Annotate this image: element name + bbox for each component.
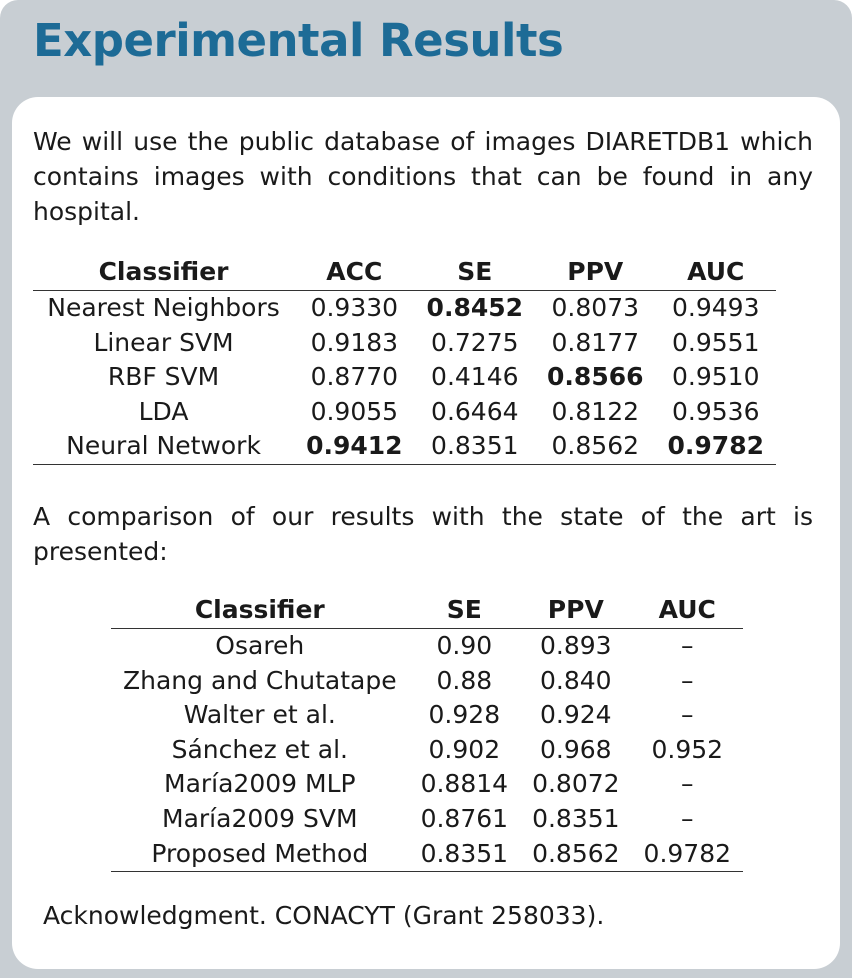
table-cell: 0.9782 [655,429,776,465]
table-body: Nearest Neighbors 0.9330 0.8452 0.8073 0… [33,291,776,465]
table-cell: 0.9782 [631,836,744,873]
acknowledgment-text: Acknowledgment. CONACYT (Grant 258033). [43,901,605,930]
classifier-results-table: Classifier ACC SE PPV AUC Nearest Neighb… [33,254,776,465]
table-cell: María2009 SVM [162,803,358,833]
comparison-paragraph: A comparison of our results with the sta… [33,502,813,566]
table-header-row: Classifier ACC SE PPV AUC [33,254,776,291]
table-cell: María2009 MLP [164,769,356,799]
table-header-cell: AUC [631,592,744,629]
table-cell: 0.8351 [408,836,521,873]
table-cell: Nearest Neighbors [47,293,280,322]
table-cell: 0.4146 [431,362,519,392]
table-cell: Sánchez et al. [171,734,348,764]
table-cell: 0.952 [651,734,724,764]
table-cell: Proposed Method [111,836,409,873]
table-cell: – [681,665,694,695]
table-cell: 0.902 [428,734,501,764]
table-cell: 0.840 [540,665,612,695]
table-cell: 0.9510 [672,362,760,392]
table-cell: Neural Network [33,429,295,465]
table-cell: – [681,700,694,730]
table-cell: 0.9055 [310,396,399,426]
table-row: Sánchez et al. 0.902 0.968 0.952 [111,733,743,768]
table-cell: – [681,631,694,660]
table-row: Neural Network 0.9412 0.8351 0.8562 0.97… [33,429,776,465]
table-cell: – [681,769,694,799]
table-cell: 0.9330 [310,293,399,322]
table-header-cell: Classifier [111,592,409,629]
table-cell: Zhang and Chutatape [123,665,397,695]
table-cell: 0.9493 [672,293,760,322]
table-cell: 0.928 [428,700,501,730]
table-row: María2009 SVM 0.8761 0.8351 – [111,802,743,837]
table-cell: 0.8351 [532,803,620,833]
table-row: María2009 MLP 0.8814 0.8072 – [111,767,743,802]
table-row: Osareh 0.90 0.893 – [111,629,743,664]
table-header: Classifier SE PPV AUC [111,592,744,629]
table-cell: 0.8566 [547,362,644,392]
table-cell: 0.7275 [431,327,519,357]
table-cell: Walter et al. [183,700,336,730]
table-header-cell: ACC [294,254,415,291]
table-cell: 0.893 [540,631,612,660]
table-cell: 0.9536 [672,396,760,426]
table-cell: LDA [138,396,189,426]
table-cell: 0.8177 [551,327,640,357]
table-cell: 0.9412 [294,429,415,465]
state-of-art-comparison-table: Classifier SE PPV AUC Osareh 0.90 0.893 … [111,592,744,873]
table-cell: 0.8072 [532,769,620,799]
table-cell: 0.8562 [520,836,632,873]
table-header-cell: PPV [535,254,656,291]
table-cell: 0.8452 [426,293,524,322]
table-header: Classifier ACC SE PPV AUC [33,254,776,291]
table-row: Nearest Neighbors 0.9330 0.8452 0.8073 0… [33,291,776,326]
table-body: Osareh 0.90 0.893 – Zhang and Chutatape … [111,629,744,873]
table-cell: 0.8351 [414,429,536,465]
table-cell: 0.90 [436,631,493,660]
table-row: LDA 0.9055 0.6464 0.8122 0.9536 [33,395,776,430]
table-cell: Linear SVM [93,327,234,357]
slide-title: Experimental Results [33,14,564,67]
table-row: Linear SVM 0.9183 0.7275 0.8177 0.9551 [33,326,776,361]
table-cell: 0.9551 [672,327,760,357]
table-header-cell: SE [414,254,536,291]
table-cell: 0.8562 [535,429,656,465]
table-cell: 0.924 [540,700,612,730]
table-cell: 0.9183 [310,327,399,357]
table-header-cell: PPV [520,592,632,629]
table-cell: 0.88 [436,665,493,695]
table-row: RBF SVM 0.8770 0.4146 0.8566 0.9510 [33,360,776,395]
table-row: Proposed Method 0.8351 0.8562 0.9782 [111,836,744,873]
table-row: Zhang and Chutatape 0.88 0.840 – [111,664,743,699]
table-cell: 0.968 [540,734,612,764]
table-cell: 0.8770 [310,362,399,392]
table-header-cell: SE [408,592,521,629]
table-header-row: Classifier SE PPV AUC [111,592,744,629]
intro-paragraph: We will use the public database of image… [33,127,813,226]
table-header-cell: AUC [655,254,776,291]
table-cell: – [681,803,694,833]
table-cell: 0.8122 [551,396,640,426]
table-cell: Osareh [215,631,305,660]
table-row: Walter et al. 0.928 0.924 – [111,698,743,733]
content-box: We will use the public database of image… [12,97,840,969]
table-cell: 0.6464 [431,396,519,426]
table-cell: 0.8761 [420,803,509,833]
table-cell: 0.8814 [420,769,509,799]
table-header-cell: Classifier [33,254,295,291]
table-cell: 0.8073 [551,293,640,322]
table-cell: RBF SVM [107,362,220,392]
